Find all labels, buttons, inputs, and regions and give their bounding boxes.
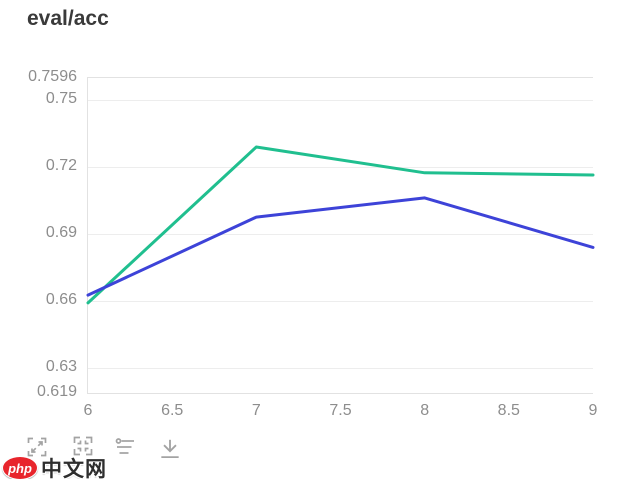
y-tick-label: 0.75 [45,89,77,107]
collapse-view-button[interactable] [71,434,95,458]
x-tick-label: 7.5 [329,402,352,419]
y-gridline [88,233,593,235]
y-gridline [88,368,593,370]
y-gridline [88,99,593,101]
site-watermark: php 中文网 [2,453,107,479]
x-tick-label: 8.5 [497,402,520,419]
download-button[interactable] [157,436,181,460]
x-tick-label: 8 [420,402,430,419]
y-tick-label: 0.69 [45,223,77,241]
download-icon [161,439,179,459]
y-tick-label: 0.7596 [28,68,77,85]
y-gridline [88,301,593,303]
filter-settings-button[interactable] [113,436,137,460]
series-blue-line [86,196,595,297]
y-tick-label: 0.66 [45,291,77,309]
y-tick-label: 0.63 [45,358,77,376]
fullscreen-button[interactable] [25,435,49,459]
chart-title: eval/acc [27,7,109,30]
series-lines-layer [86,145,595,305]
x-tick-label: 7 [251,402,261,419]
x-tick-label: 6.5 [161,402,184,419]
series-green-line [86,145,595,305]
plot-area[interactable] [86,77,595,394]
expand-icon [27,437,47,457]
x-tick-label: 9 [588,402,598,419]
y-tick-label: 0.72 [45,156,77,174]
x-tick-label: 6 [83,402,93,419]
watermark-site-text: 中文网 [41,458,107,479]
php-logo-text: php [8,460,32,476]
collapse-icon [73,436,93,456]
y-tick-label: 0.619 [36,383,77,400]
php-logo-badge: php [2,456,38,479]
y-gridline [88,166,593,168]
filter-icon [115,438,134,454]
